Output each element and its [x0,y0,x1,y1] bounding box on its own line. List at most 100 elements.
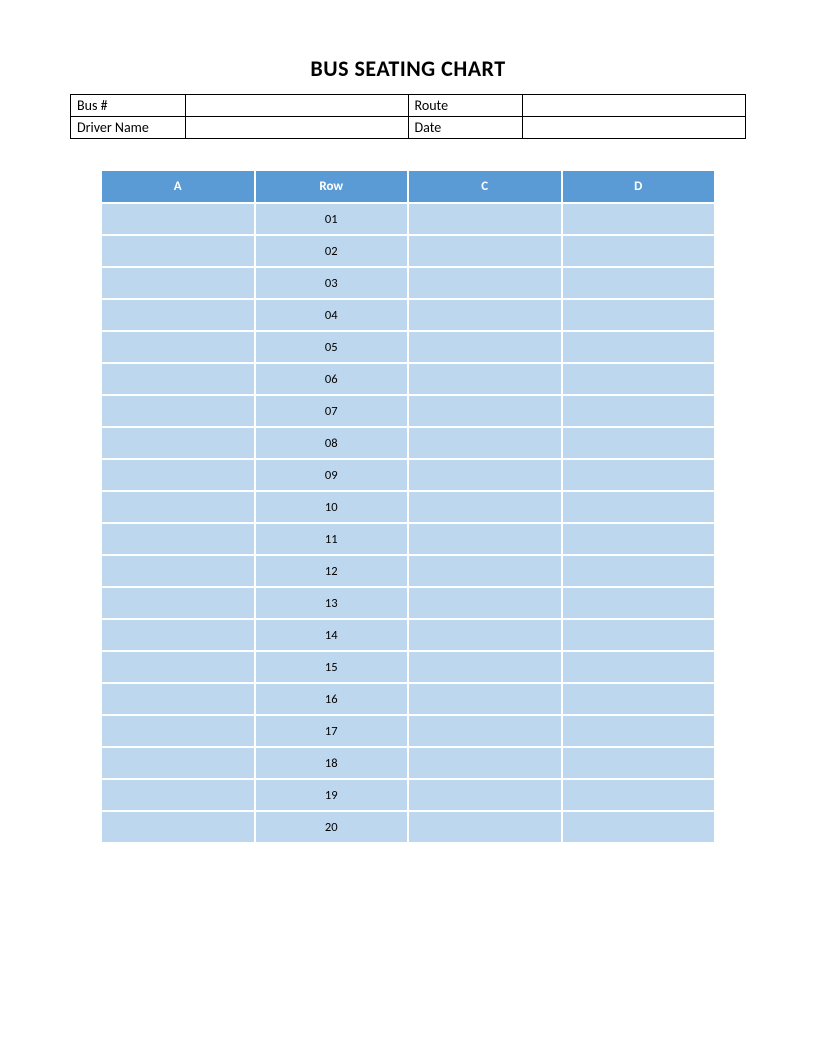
seat-cell-a[interactable] [102,812,254,842]
date-value[interactable] [523,117,746,139]
seat-cell-d[interactable] [563,236,715,266]
seat-cell-c[interactable] [409,300,561,330]
seat-cell-a[interactable] [102,204,254,234]
seat-cell-c[interactable] [409,524,561,554]
seat-cell-a[interactable] [102,620,254,650]
seat-cell-d[interactable] [563,588,715,618]
seat-cell-d[interactable] [563,556,715,586]
seat-cell-c[interactable] [409,620,561,650]
row-number-cell: 07 [256,396,408,426]
seating-row: 20 [102,812,714,842]
row-number-cell: 10 [256,492,408,522]
seating-row: 16 [102,684,714,714]
seat-cell-c[interactable] [409,204,561,234]
seat-cell-a[interactable] [102,300,254,330]
seat-cell-d[interactable] [563,716,715,746]
seat-cell-c[interactable] [409,460,561,490]
seating-header-d: D [563,171,715,202]
seat-cell-a[interactable] [102,780,254,810]
seat-cell-a[interactable] [102,396,254,426]
seating-header-c: C [409,171,561,202]
seat-cell-d[interactable] [563,300,715,330]
seat-cell-d[interactable] [563,620,715,650]
seating-header-row: ARowCD [102,171,714,202]
seating-row: 07 [102,396,714,426]
seat-cell-c[interactable] [409,812,561,842]
row-number-cell: 12 [256,556,408,586]
seat-cell-a[interactable] [102,364,254,394]
row-number-cell: 03 [256,268,408,298]
seating-row: 09 [102,460,714,490]
row-number-cell: 11 [256,524,408,554]
route-value[interactable] [523,95,746,117]
date-label: Date [408,117,523,139]
driver-name-value[interactable] [185,117,408,139]
seat-cell-c[interactable] [409,556,561,586]
seat-cell-a[interactable] [102,588,254,618]
page-title: BUS SEATING CHART [70,55,746,82]
row-number-cell: 06 [256,364,408,394]
seating-header-a: A [102,171,254,202]
seat-cell-d[interactable] [563,332,715,362]
seating-row: 19 [102,780,714,810]
seat-cell-d[interactable] [563,812,715,842]
seat-cell-c[interactable] [409,588,561,618]
seat-cell-a[interactable] [102,748,254,778]
seat-cell-a[interactable] [102,652,254,682]
info-table: Bus # Route Driver Name Date [70,94,746,139]
seat-cell-a[interactable] [102,460,254,490]
seat-cell-a[interactable] [102,716,254,746]
seat-cell-a[interactable] [102,268,254,298]
seating-row: 15 [102,652,714,682]
seat-cell-c[interactable] [409,236,561,266]
seating-row: 05 [102,332,714,362]
seat-cell-a[interactable] [102,684,254,714]
row-number-cell: 01 [256,204,408,234]
seat-cell-d[interactable] [563,396,715,426]
seating-header-row: Row [256,171,408,202]
row-number-cell: 14 [256,620,408,650]
seat-cell-a[interactable] [102,524,254,554]
seat-cell-c[interactable] [409,684,561,714]
seat-cell-a[interactable] [102,428,254,458]
seating-row: 11 [102,524,714,554]
row-number-cell: 09 [256,460,408,490]
info-row-1: Bus # Route [71,95,746,117]
seat-cell-d[interactable] [563,460,715,490]
seat-cell-c[interactable] [409,780,561,810]
seat-cell-d[interactable] [563,684,715,714]
seat-cell-d[interactable] [563,492,715,522]
seat-cell-c[interactable] [409,332,561,362]
bus-number-value[interactable] [185,95,408,117]
seat-cell-c[interactable] [409,364,561,394]
row-number-cell: 05 [256,332,408,362]
seat-cell-a[interactable] [102,556,254,586]
seating-row: 12 [102,556,714,586]
seat-cell-c[interactable] [409,652,561,682]
seat-cell-d[interactable] [563,652,715,682]
seating-row: 06 [102,364,714,394]
seating-row: 13 [102,588,714,618]
row-number-cell: 20 [256,812,408,842]
seat-cell-c[interactable] [409,268,561,298]
seat-cell-c[interactable] [409,428,561,458]
seating-row: 01 [102,204,714,234]
seating-row: 02 [102,236,714,266]
seat-cell-d[interactable] [563,204,715,234]
seat-cell-c[interactable] [409,716,561,746]
row-number-cell: 15 [256,652,408,682]
seat-cell-a[interactable] [102,236,254,266]
seat-cell-d[interactable] [563,524,715,554]
seat-cell-a[interactable] [102,332,254,362]
seating-row: 04 [102,300,714,330]
seat-cell-d[interactable] [563,748,715,778]
seat-cell-d[interactable] [563,428,715,458]
seat-cell-c[interactable] [409,748,561,778]
seat-cell-c[interactable] [409,396,561,426]
seat-cell-d[interactable] [563,780,715,810]
seat-cell-d[interactable] [563,364,715,394]
seat-cell-a[interactable] [102,492,254,522]
seat-cell-c[interactable] [409,492,561,522]
seat-cell-d[interactable] [563,268,715,298]
seating-row: 17 [102,716,714,746]
